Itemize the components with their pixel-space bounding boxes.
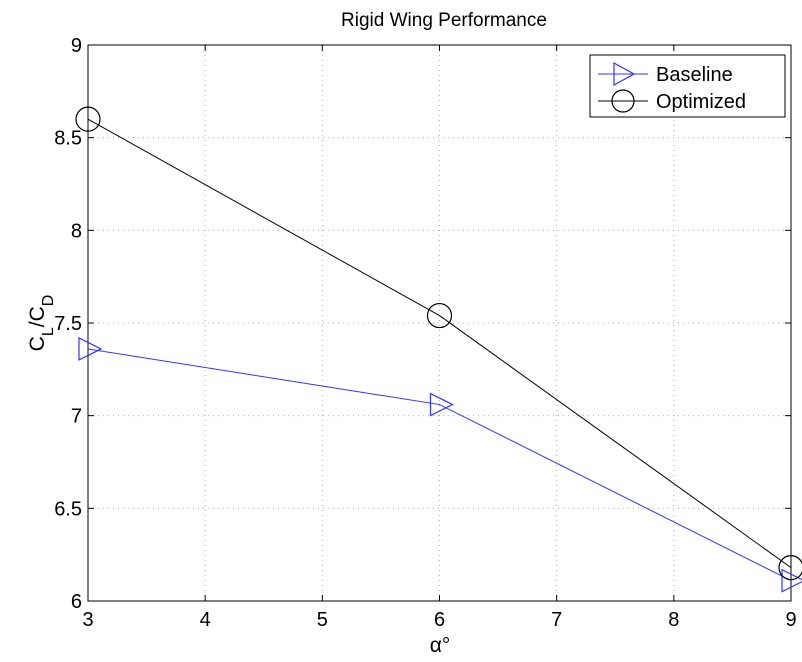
- legend-label-baseline: Baseline: [656, 64, 733, 86]
- data-point-baseline: [78, 336, 103, 361]
- legend-marker-baseline: [613, 61, 636, 87]
- x-tick-label: 8: [668, 609, 679, 631]
- chart-title: Rigid Wing Performance: [341, 10, 547, 31]
- y-tick-label: 6.5: [54, 498, 82, 520]
- legend-box: [589, 54, 786, 118]
- series-group: [75, 106, 802, 593]
- x-tick-label: 6: [434, 609, 445, 631]
- y-axis-label-sub: L: [40, 327, 57, 336]
- x-tick-label: 9: [785, 609, 796, 631]
- y-tick-label: 8: [71, 220, 82, 242]
- legend-marker-optimized: [611, 89, 635, 113]
- series-line-baseline: [87, 348, 792, 582]
- x-tick-label: 3: [82, 609, 93, 631]
- data-point-baseline: [429, 392, 454, 417]
- y-axis-label-mid: /C: [26, 306, 49, 327]
- legend: Baseline Optimized: [589, 54, 786, 118]
- y-axis-label-sub2: D: [40, 295, 57, 307]
- y-tick-label: 7.5: [54, 313, 82, 335]
- series-line-optimized: [87, 118, 792, 569]
- svg-text:CL/CD: CL/CD: [26, 295, 57, 352]
- legend-label-optimized: Optimized: [656, 91, 746, 113]
- grid: [88, 45, 791, 601]
- y-tick-label: 7: [71, 406, 82, 428]
- y-tick-label: 9: [71, 35, 82, 57]
- x-tick-label: 7: [551, 609, 562, 631]
- y-tick-label: 8.5: [54, 128, 82, 150]
- data-point-optimized: [426, 302, 453, 329]
- y-axis-label-main: C: [26, 336, 49, 351]
- data-point-optimized: [75, 106, 101, 132]
- x-tick-label: 5: [317, 609, 328, 631]
- axis-ticks: 3 4 5 6 7 8 9 6 6.5 7 7.5 8 8.5 9: [54, 35, 796, 631]
- data-point-optimized: [778, 555, 802, 581]
- y-tick-label: 6: [71, 591, 82, 613]
- data-point-baseline: [781, 568, 802, 593]
- x-tick-label: 4: [200, 609, 211, 631]
- y-axis-label: CL/CD: [26, 295, 57, 352]
- x-axis-label: α°: [430, 634, 451, 657]
